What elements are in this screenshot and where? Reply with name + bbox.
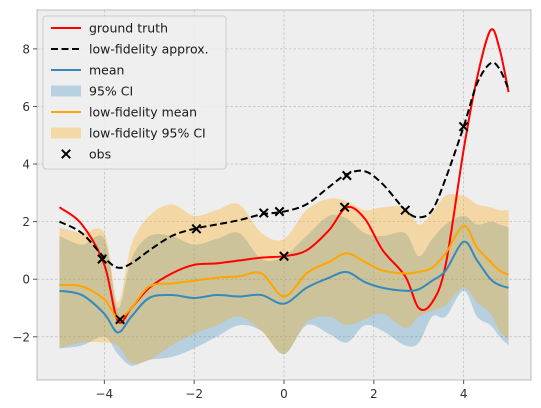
y-tick-label: 0 — [22, 273, 30, 287]
legend-item: mean — [51, 63, 124, 78]
x-tick-label: 2 — [370, 387, 378, 401]
legend-item: obs — [61, 147, 111, 162]
legend-swatch — [51, 85, 81, 97]
x-tick-label: −2 — [185, 387, 203, 401]
x-tick-label: 0 — [280, 387, 288, 401]
obs-marker — [274, 206, 285, 217]
x-tick-label: 4 — [460, 387, 468, 401]
legend-item: low-fidelity mean — [51, 105, 197, 120]
series-line-mean — [59, 240, 509, 334]
obs-marker — [339, 202, 350, 213]
obs-marker — [115, 314, 125, 325]
legend-swatch — [51, 127, 81, 139]
series-line-low-fidelity-approx- — [58, 61, 510, 269]
obs-marker — [279, 251, 289, 262]
obs-marker — [191, 223, 202, 234]
legend-item: ground truth — [51, 21, 168, 36]
legend-label: 95% CI — [89, 84, 133, 99]
legend-box — [42, 15, 227, 170]
y-tick-label: 6 — [22, 100, 30, 114]
legend-swatch — [61, 149, 71, 159]
legend-item: low-fidelity 95% CI — [51, 126, 206, 141]
observation-markers — [97, 121, 469, 325]
legend-item: low-fidelity approx. — [51, 42, 209, 57]
legend-label: low-fidelity mean — [89, 105, 197, 120]
legend-label: ground truth — [89, 21, 168, 36]
x-tick-label: −4 — [96, 387, 114, 401]
x-axis-ticks: −4 −2 0 2 4 — [96, 380, 468, 401]
legend-label: mean — [89, 63, 124, 78]
y-tick-label: 4 — [22, 158, 30, 172]
legend-item: 95% CI — [51, 84, 133, 99]
legend-label: low-fidelity approx. — [89, 42, 209, 57]
legend-label: low-fidelity 95% CI — [89, 126, 206, 141]
y-axis-ticks: −2 0 2 4 6 8 — [12, 42, 37, 344]
y-tick-label: 2 — [22, 215, 30, 229]
series-line-low-fidelity-mean — [59, 224, 509, 320]
band-95-ci — [59, 214, 509, 366]
legend-label: obs — [89, 147, 111, 162]
obs-marker — [258, 208, 269, 218]
legend: ground truth low-fidelity approx. mean 95% … — [42, 15, 227, 170]
obs-marker — [97, 254, 108, 264]
y-tick-label: 8 — [22, 42, 30, 56]
obs-marker — [341, 170, 352, 181]
obs-marker — [400, 205, 411, 216]
y-tick-label: −2 — [12, 330, 30, 344]
series-lines — [58, 28, 510, 334]
obs-marker — [458, 121, 469, 132]
